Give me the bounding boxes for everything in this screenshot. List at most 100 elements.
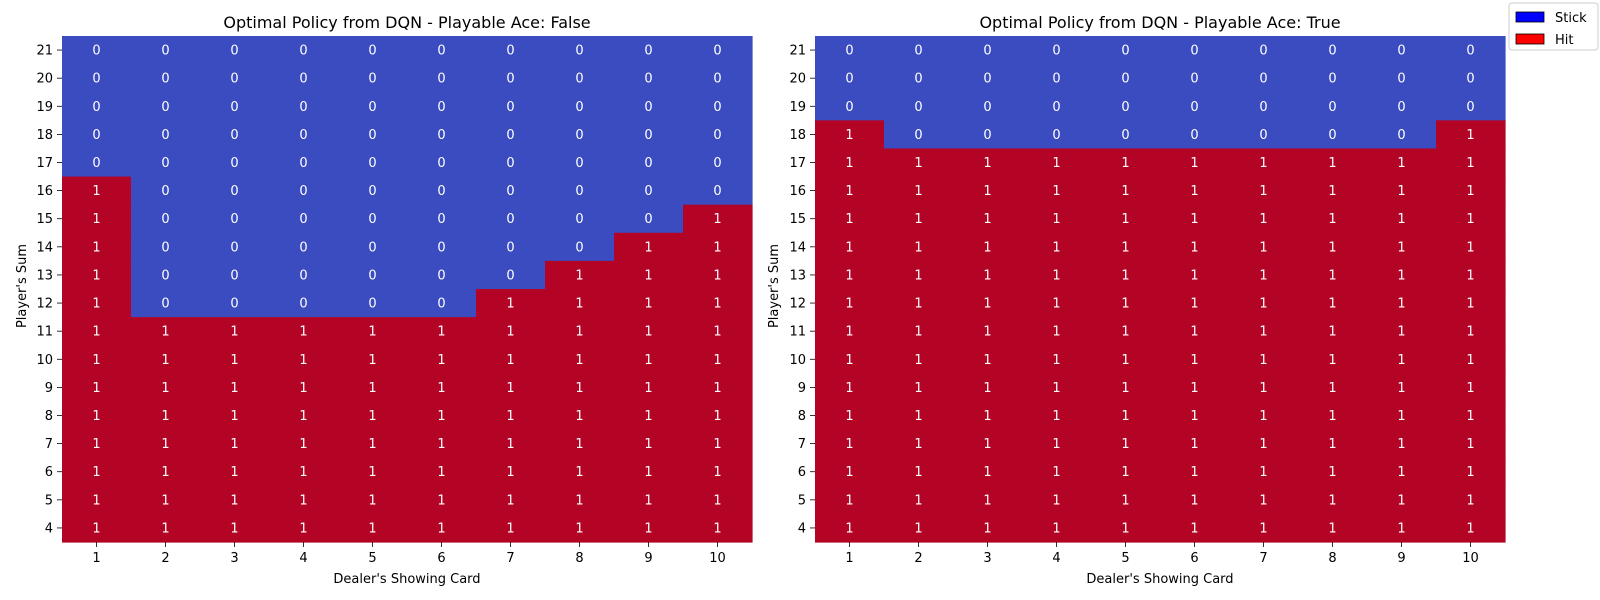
cell-value-label: 1 — [713, 297, 721, 312]
cell-value-label: 0 — [644, 72, 652, 87]
heatmap-cell — [953, 176, 1023, 206]
heatmap-cell — [269, 513, 339, 543]
heatmap-no-usable-ace: Optimal Policy from DQN - Playable Ace: … — [15, 13, 753, 587]
cell-value-label: 1 — [644, 465, 652, 480]
cell-value-label: 1 — [1466, 409, 1474, 424]
heatmap-cell — [131, 92, 201, 121]
cell-value-label: 0 — [161, 297, 169, 312]
heatmap-cell — [884, 289, 954, 318]
cell-value-label: 1 — [845, 240, 853, 255]
heatmap-cell — [545, 120, 615, 150]
heatmap-cell — [815, 485, 885, 515]
cell-value-label: 1 — [437, 493, 445, 508]
heatmap-cell — [1022, 373, 1092, 403]
cell-value-label: 1 — [1190, 437, 1198, 452]
cell-value-label: 1 — [230, 325, 238, 340]
cell-value-label: 0 — [299, 100, 307, 115]
cell-value-label: 0 — [230, 297, 238, 312]
cell-value-label: 0 — [92, 72, 100, 87]
heatmap-cell — [953, 317, 1023, 346]
heatmap-cell — [476, 64, 546, 93]
cell-value-label: 1 — [230, 437, 238, 452]
y-tick-label: 17 — [36, 156, 53, 171]
heatmap-cell — [614, 204, 684, 234]
heatmap-cell — [815, 232, 885, 262]
cell-value-label: 1 — [1328, 156, 1336, 171]
cell-value-label: 1 — [713, 437, 721, 452]
chart-title: Optimal Policy from DQN - Playable Ace: … — [979, 13, 1340, 32]
cell-value-label: 1 — [1190, 240, 1198, 255]
cell-value-label: 0 — [713, 100, 721, 115]
cell-value-label: 1 — [299, 521, 307, 536]
heatmap-cell — [1091, 401, 1161, 431]
heatmap-cell — [1229, 317, 1299, 346]
x-axis-ticks: 1 2 3 4 5 6 7 8 9 10 — [92, 542, 726, 566]
heatmap-cell — [1436, 120, 1506, 150]
x-axis-label: Dealer's Showing Card — [333, 572, 480, 587]
cell-value-label: 1 — [161, 353, 169, 368]
cell-value-label: 1 — [230, 409, 238, 424]
cell-value-label: 0 — [644, 128, 652, 143]
cell-value-label: 1 — [1328, 493, 1336, 508]
cell-value-label: 1 — [92, 325, 100, 340]
heatmap-cell — [62, 92, 132, 121]
heatmap-cell — [407, 176, 477, 206]
cell-value-label: 0 — [299, 212, 307, 227]
heatmap-cell — [1160, 457, 1230, 487]
cell-value-label: 1 — [845, 212, 853, 227]
cell-value-label: 1 — [1121, 240, 1129, 255]
y-axis-label: Player's Sum — [15, 244, 30, 328]
cell-value-label: 1 — [713, 353, 721, 368]
heatmap-cell — [1229, 232, 1299, 262]
y-tick-label: 12 — [789, 297, 806, 312]
cell-value-label: 1 — [914, 297, 922, 312]
heatmap-cell — [338, 64, 408, 93]
heatmap-cell — [131, 429, 201, 459]
cell-value-label: 1 — [299, 409, 307, 424]
heatmap-cell — [200, 429, 270, 459]
heatmap-cell — [200, 485, 270, 515]
cell-value-label: 1 — [437, 465, 445, 480]
cell-value-label: 0 — [506, 240, 514, 255]
cell-value-label: 1 — [1466, 353, 1474, 368]
cell-value-label: 0 — [1190, 128, 1198, 143]
heatmap-cell — [200, 148, 270, 178]
heatmap-cell — [62, 457, 132, 487]
y-axis-label: Player's Sum — [767, 244, 782, 328]
y-tick-label: 8 — [798, 409, 806, 424]
x-axis-ticks: 1 2 3 4 5 6 7 8 9 10 — [845, 542, 1479, 566]
heatmap-cell — [338, 260, 408, 290]
heatmap-cell — [884, 260, 954, 290]
cell-value-label: 0 — [437, 212, 445, 227]
heatmap-cell — [338, 457, 408, 487]
cell-value-label: 0 — [1466, 72, 1474, 87]
cell-value-label: 1 — [914, 156, 922, 171]
heatmap-cell — [545, 148, 615, 178]
x-tick-label: 10 — [709, 551, 726, 566]
cell-value-label: 1 — [1466, 184, 1474, 199]
heatmap-cell — [683, 232, 753, 262]
y-tick-label: 12 — [36, 297, 53, 312]
heatmap-cell — [1022, 232, 1092, 262]
cell-value-label: 1 — [845, 409, 853, 424]
cell-value-label: 1 — [575, 465, 583, 480]
cell-value-label: 1 — [1466, 465, 1474, 480]
heatmap-cell — [1367, 289, 1437, 318]
heatmap-cell — [1022, 401, 1092, 431]
cell-value-label: 1 — [845, 128, 853, 143]
heatmap-cell — [476, 176, 546, 206]
heatmap-cell — [1091, 36, 1161, 65]
heatmap-cell — [1229, 513, 1299, 543]
heatmap-cell — [269, 204, 339, 234]
heatmap-cell — [131, 345, 201, 374]
cell-value-label: 1 — [1397, 381, 1405, 396]
heatmap-cell — [545, 485, 615, 515]
heatmap-cell — [1229, 457, 1299, 487]
heatmap-cell — [1160, 64, 1230, 93]
cell-value-label: 1 — [368, 381, 376, 396]
heatmap-cell — [614, 457, 684, 487]
cell-value-label: 1 — [1052, 521, 1060, 536]
cell-value-label: 1 — [1052, 325, 1060, 340]
heatmap-cell — [683, 120, 753, 150]
heatmap-cell — [131, 289, 201, 318]
